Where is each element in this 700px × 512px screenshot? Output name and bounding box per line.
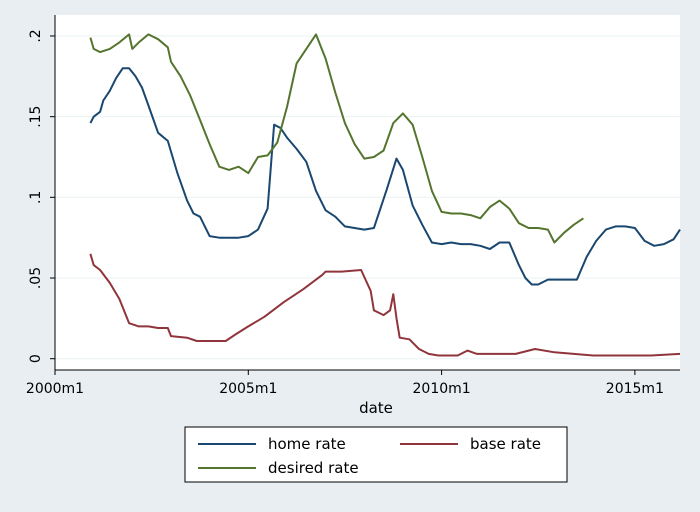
x-tick-label: 2005m1 [219, 381, 277, 397]
y-tick-label: .15 [28, 106, 44, 128]
y-tick-label: 0 [28, 354, 44, 363]
y-tick-label: .1 [28, 191, 44, 204]
axes: 0 .05 .1 .15 .2 2000m1 2005m1 2010m1 2015m1 [26, 15, 680, 397]
legend: home rate base rate desired rate [184, 426, 568, 483]
y-tick-label: .05 [28, 267, 44, 289]
legend-label: desired rate [268, 459, 359, 477]
legend-label: home rate [268, 435, 346, 453]
x-tick-label: 2015m1 [606, 381, 664, 397]
legend-box [184, 426, 568, 483]
x-axis-label: date [359, 399, 393, 417]
series-line-desired-rate [89, 33, 584, 244]
x-tick-label: 2010m1 [413, 381, 471, 397]
x-tick-label: 2000m1 [26, 381, 84, 397]
grid [55, 35, 680, 360]
series-layer [89, 33, 681, 357]
plot-background [55, 15, 680, 370]
series-line-base-rate [89, 253, 681, 357]
y-tick-label: .2 [28, 29, 44, 42]
series-line-home-rate [89, 67, 681, 286]
legend-label: base rate [470, 435, 541, 453]
